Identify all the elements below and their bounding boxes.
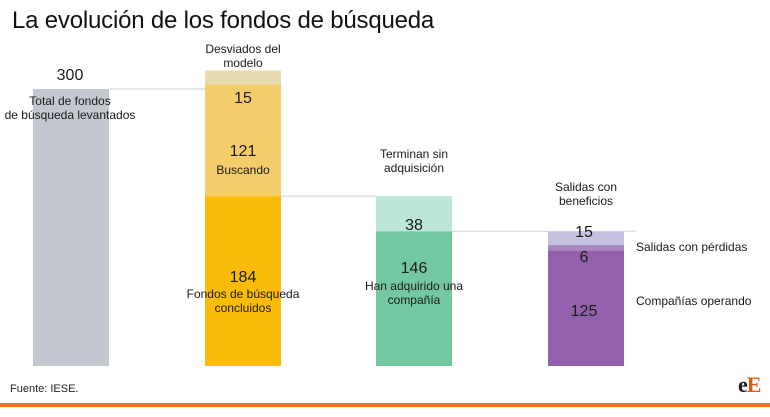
value-label-desv-121: 121	[230, 143, 257, 160]
chart: Desviados del modelo Terminan sin adquisici…	[5, 42, 752, 366]
value-label-desv-184: 184	[230, 269, 257, 286]
column-header-terminan: Terminan sin adquisición	[380, 147, 448, 175]
value-label-total: 300	[57, 67, 84, 84]
label-companias-operando: Compañías operando	[636, 294, 752, 308]
bar-total-seg-0	[33, 89, 109, 366]
label-salidas-perdidas: Salidas con pérdidas	[636, 240, 747, 254]
label-concluidos: Fondos de búsqueda concluidos	[187, 287, 300, 315]
brand-logo: eE	[738, 372, 761, 397]
value-label-sal-125: 125	[571, 303, 598, 320]
column-header-salidas: Salidas con beneficios	[555, 180, 617, 208]
value-label-term-146: 146	[401, 260, 428, 277]
value-label-desv-15: 15	[234, 90, 252, 107]
bar-desviados-seg-2	[205, 70, 281, 85]
bar-terminan-seg-1	[376, 196, 452, 232]
label-buscando: Buscando	[216, 163, 270, 177]
bar-desviados-seg-0	[205, 196, 281, 366]
bar-terminan-seg-0	[376, 231, 452, 366]
column-header-desviados: Desviados del modelo	[205, 42, 280, 70]
bar-salidas-seg-0	[548, 250, 624, 366]
label-adquirido: Han adquirido una compañía	[365, 279, 463, 307]
bar-desviados-seg-1	[205, 84, 281, 197]
bar-salidas-seg-1	[548, 245, 624, 251]
source-note: Fuente: IESE.	[10, 383, 79, 395]
label-total: Total de fondos de búsqueda levantados	[5, 94, 136, 122]
chart-title: La evolución de los fondos de búsqueda	[12, 7, 435, 34]
bar-salidas-seg-2	[548, 231, 624, 246]
value-label-term-38: 38	[405, 217, 423, 234]
value-label-sal-15: 15	[575, 224, 593, 241]
value-label-sal-6: 6	[580, 249, 589, 266]
bottom-accent-bar	[0, 403, 770, 407]
